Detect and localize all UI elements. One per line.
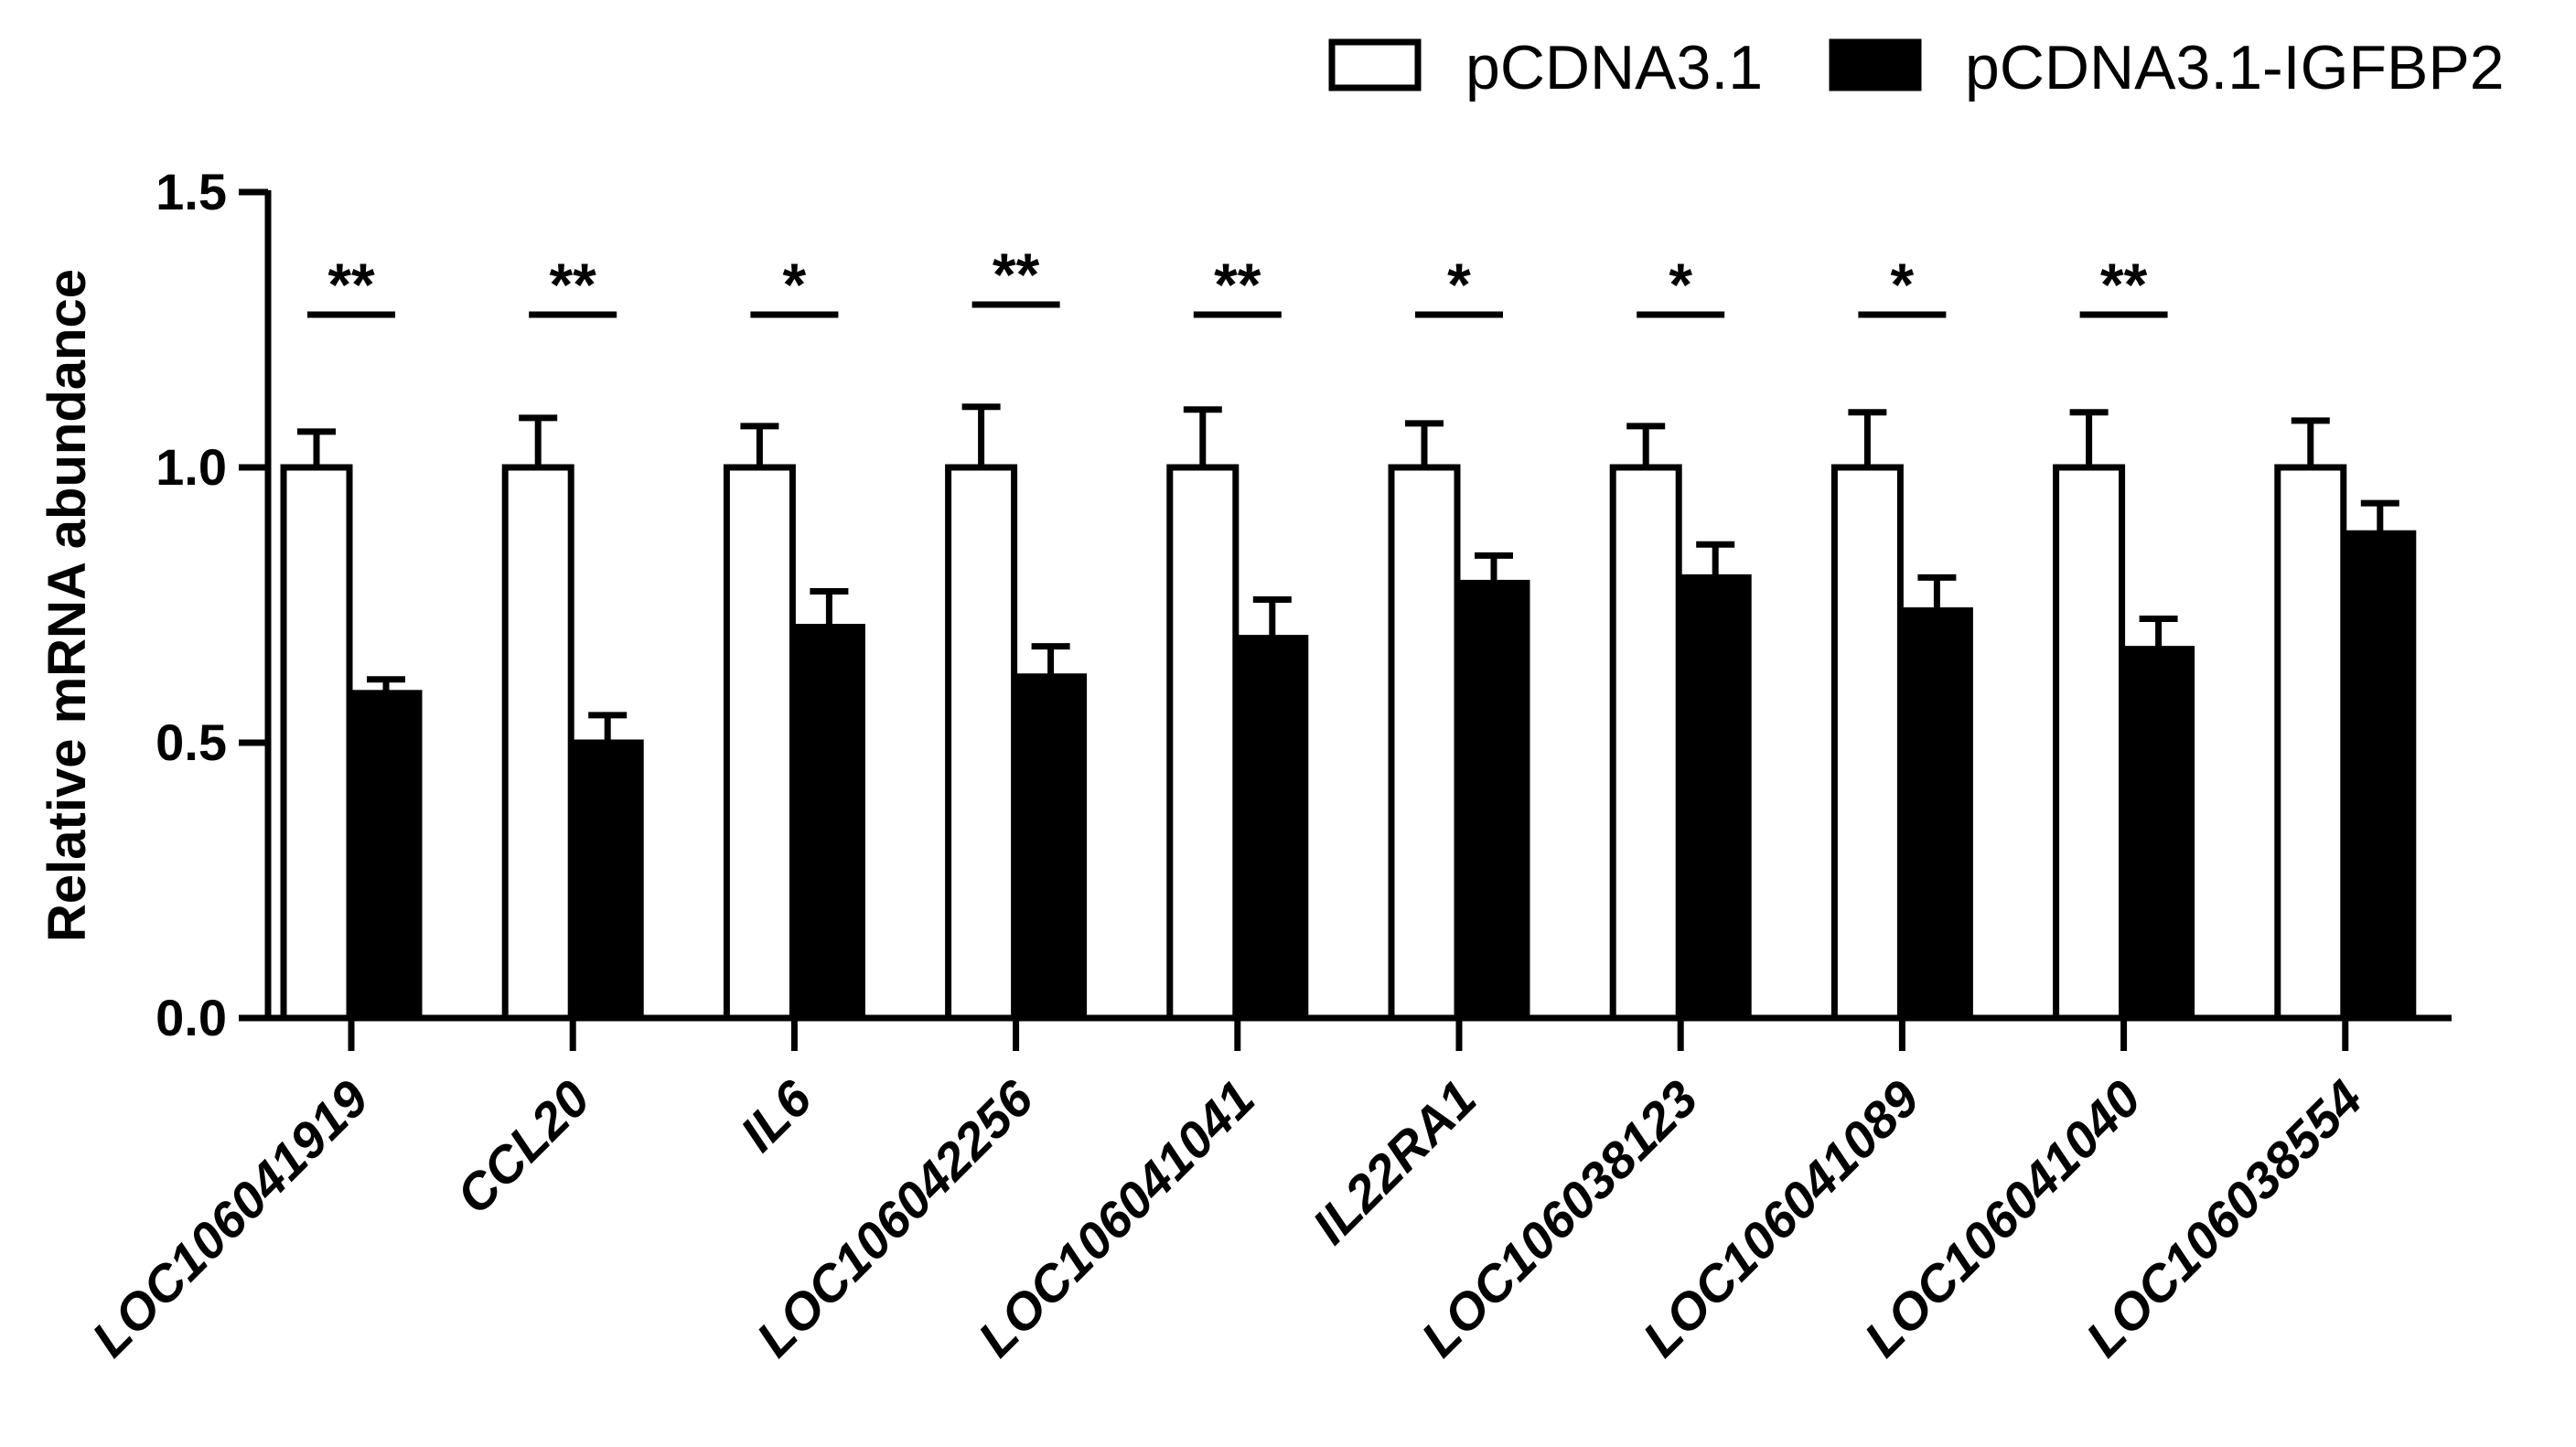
bar-pcdna bbox=[501, 464, 574, 1022]
y-axis-title: Relative mRNA abundance bbox=[38, 269, 97, 942]
bar-pcdna bbox=[280, 464, 353, 1022]
bar-pcdna-igfbp2 bbox=[1900, 607, 1973, 1022]
y-tick-label: 1.5 bbox=[156, 163, 227, 220]
bar-pcdna-igfbp2 bbox=[1457, 579, 1530, 1022]
bar-pcdna bbox=[2274, 464, 2347, 1022]
significance-stars: * bbox=[1891, 251, 1915, 318]
bar-pcdna bbox=[1388, 464, 1461, 1022]
bar-pcdna-igfbp2 bbox=[2344, 530, 2417, 1022]
significance-stars: ** bbox=[2100, 251, 2148, 318]
y-tick-label: 1.0 bbox=[156, 438, 227, 496]
bars-group bbox=[280, 464, 2417, 1022]
significance-stars: * bbox=[1447, 251, 1471, 318]
y-axis: 0.0 0.5 1.0 1.5 bbox=[156, 163, 272, 1046]
bar-pcdna bbox=[1609, 464, 1682, 1022]
error-bars-group bbox=[297, 403, 2399, 743]
significance-stars: ** bbox=[550, 251, 597, 318]
bar-pcdna bbox=[1166, 464, 1240, 1022]
bar-pcdna-igfbp2 bbox=[349, 690, 423, 1022]
legend-swatch-pcdna-igfbp2 bbox=[1829, 38, 1922, 91]
x-tick-label: IL6 bbox=[729, 1068, 822, 1162]
legend-label-pcdna-igfbp2: pCDNA3.1-IGFBP2 bbox=[1965, 33, 2505, 102]
significance-group: ** ** * ** ** * * * ** bbox=[307, 241, 2168, 318]
y-tick-label: 0.0 bbox=[156, 989, 227, 1046]
bar-pcdna-igfbp2 bbox=[1679, 573, 1752, 1022]
significance-stars: ** bbox=[1214, 251, 1261, 318]
x-tick-label: CCL20 bbox=[445, 1069, 601, 1225]
bar-pcdna-igfbp2 bbox=[1236, 635, 1309, 1022]
legend-label-pcdna: pCDNA3.1 bbox=[1465, 33, 1763, 102]
x-axis: LOC106041919 CCL20 IL6LOC106042256LOC10604… bbox=[80, 1014, 2452, 1367]
bar-pcdna bbox=[1830, 464, 1904, 1022]
bar-pcdna-igfbp2 bbox=[792, 624, 865, 1022]
legend-swatch-pcdna bbox=[1328, 38, 1422, 91]
significance-stars: ** bbox=[993, 241, 1040, 308]
significance-stars: * bbox=[783, 251, 807, 318]
significance-stars: * bbox=[1669, 251, 1692, 318]
legend: pCDNA3.1 pCDNA3.1-IGFBP2 bbox=[1328, 33, 2505, 102]
bar-pcdna bbox=[945, 464, 1018, 1022]
x-tick-label: IL22RA1 bbox=[1301, 1069, 1487, 1255]
x-tick-label: LOC106041919 bbox=[80, 1069, 379, 1367]
bar-pcdna-igfbp2 bbox=[1014, 673, 1088, 1022]
bar-pcdna bbox=[2053, 464, 2126, 1022]
y-tick-label: 0.5 bbox=[156, 713, 227, 771]
bar-pcdna bbox=[723, 464, 796, 1022]
bar-pcdna-igfbp2 bbox=[2122, 646, 2195, 1022]
bar-pcdna-igfbp2 bbox=[571, 739, 644, 1022]
significance-stars: ** bbox=[327, 251, 375, 318]
